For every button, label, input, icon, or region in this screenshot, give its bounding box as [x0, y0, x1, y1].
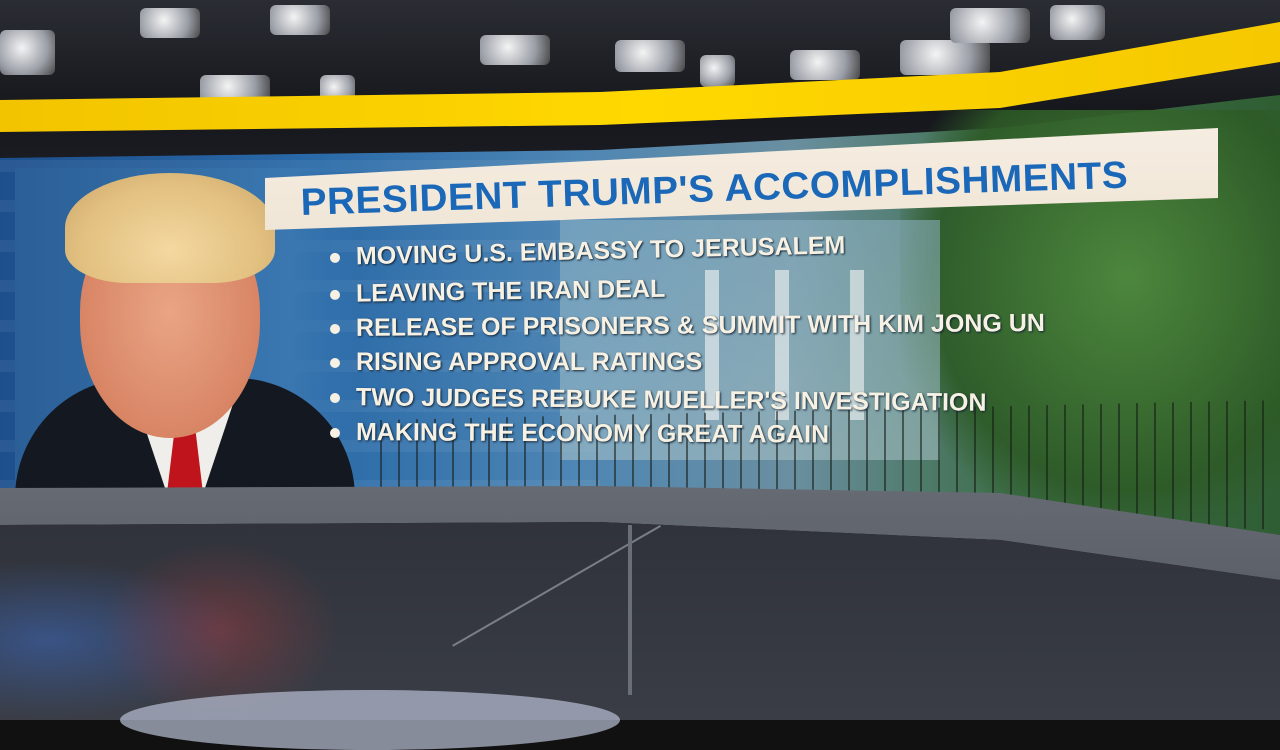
desk-edge	[120, 690, 620, 750]
list-item-text: MAKING THE ECONOMY GREAT AGAIN	[355, 418, 830, 449]
bullet-icon	[329, 324, 341, 335]
studio-light	[900, 40, 990, 75]
studio-light	[790, 50, 860, 80]
studio-light	[0, 30, 55, 75]
list-item: MAKING THE ECONOMY GREAT AGAIN	[329, 418, 830, 450]
white-house-column	[705, 270, 719, 420]
studio-light	[1050, 5, 1105, 40]
list-item-text: RISING APPROVAL RATINGS	[356, 348, 703, 376]
list-item-text: TWO JUDGES REBUKE MUELLER'S INVESTIGATIO…	[355, 383, 987, 417]
floor-reflection	[0, 560, 250, 720]
bullet-icon	[329, 253, 341, 264]
white-house-column	[775, 270, 789, 420]
floor-reflection	[100, 540, 340, 720]
hair	[65, 173, 275, 283]
floor-marking	[628, 525, 632, 695]
bullet-icon	[329, 290, 341, 301]
studio-light	[700, 55, 735, 87]
list-item: RISING APPROVAL RATINGS	[330, 348, 702, 377]
white-house-column	[850, 270, 864, 420]
list-item: LEAVING THE IRAN DEAL	[329, 274, 666, 309]
studio-light	[270, 5, 330, 35]
list-item-text: LEAVING THE IRAN DEAL	[355, 274, 666, 308]
studio-light	[615, 40, 685, 72]
list-item: TWO JUDGES REBUKE MUELLER'S INVESTIGATIO…	[329, 383, 987, 418]
list-item-text: RELEASE OF PRISONERS & SUMMIT WITH KIM J…	[355, 309, 1045, 342]
bullet-icon	[329, 393, 341, 404]
bullet-icon	[330, 358, 340, 369]
studio-light	[950, 8, 1030, 43]
studio-light	[480, 35, 550, 65]
studio-light	[140, 8, 200, 38]
bullet-icon	[329, 428, 341, 439]
list-item: RELEASE OF PRISONERS & SUMMIT WITH KIM J…	[329, 309, 1045, 343]
